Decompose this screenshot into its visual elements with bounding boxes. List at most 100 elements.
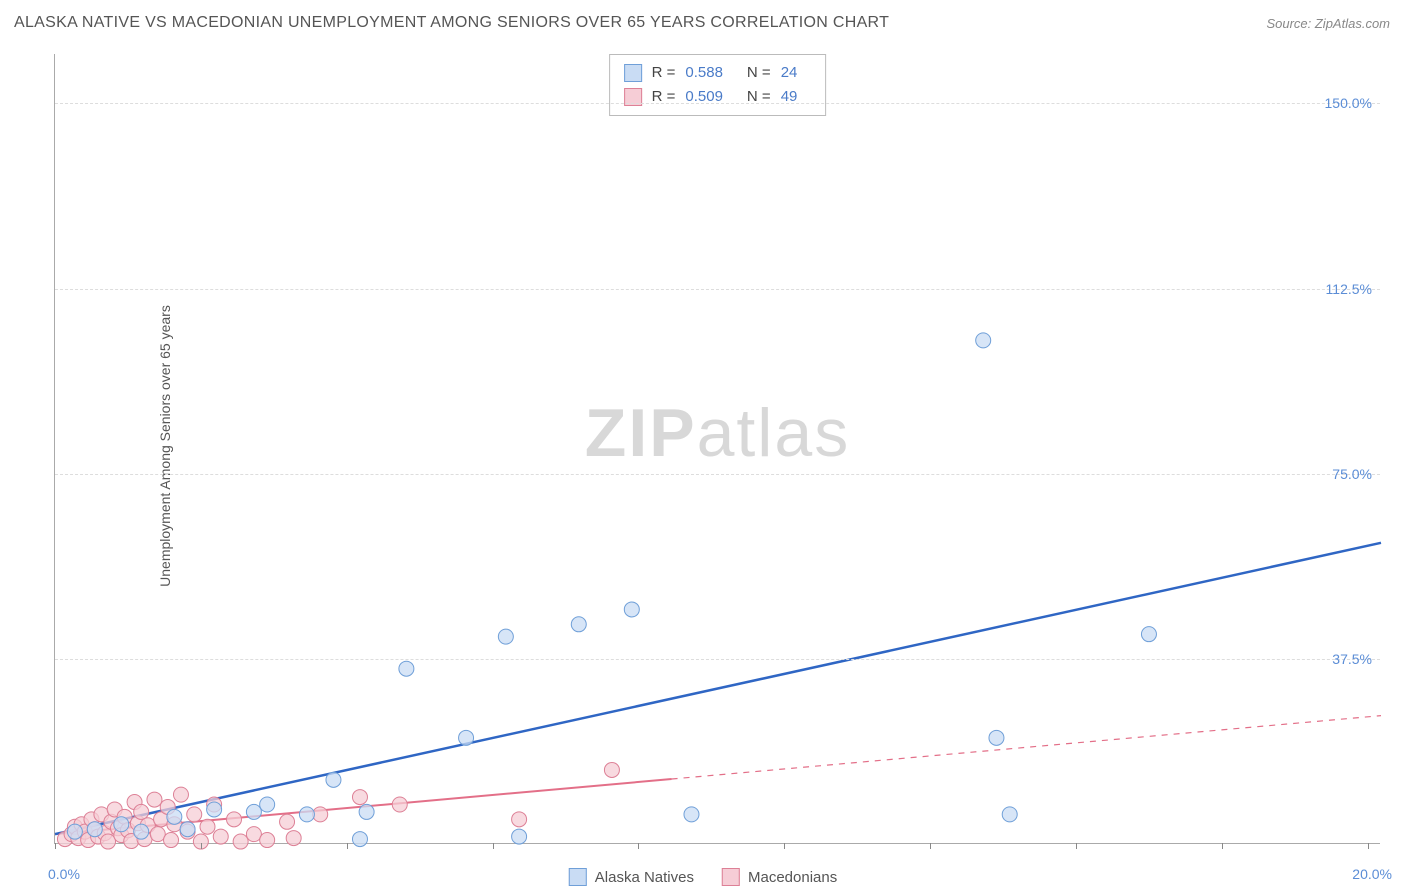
data-point-macedonian <box>227 812 242 827</box>
data-point-alaska <box>1002 807 1017 822</box>
data-point-macedonian <box>352 790 367 805</box>
data-point-macedonian <box>147 792 162 807</box>
data-point-macedonian <box>512 812 527 827</box>
gridline-horizontal <box>55 659 1380 660</box>
n-label: N = <box>747 61 771 85</box>
data-point-macedonian <box>207 797 222 812</box>
series-legend: Alaska Natives Macedonians <box>569 868 837 886</box>
data-point-macedonian <box>167 817 182 832</box>
data-point-macedonian <box>134 804 149 819</box>
chart-lines-layer <box>55 54 1380 843</box>
data-point-alaska <box>167 809 182 824</box>
data-point-macedonian <box>107 802 122 817</box>
data-point-macedonian <box>187 807 202 822</box>
data-point-alaska <box>246 804 261 819</box>
r-label: R = <box>652 61 676 85</box>
plot-area: ZIPatlas R = 0.588 N = 24 R = 0.509 N = … <box>54 54 1380 844</box>
data-point-macedonian <box>81 833 96 848</box>
x-axis-start-label: 0.0% <box>48 866 80 882</box>
data-point-macedonian <box>280 814 295 829</box>
x-tick <box>1222 843 1223 849</box>
gridline-horizontal <box>55 474 1380 475</box>
stats-row-macedonian: R = 0.509 N = 49 <box>624 85 812 109</box>
data-point-alaska <box>67 824 82 839</box>
data-point-macedonian <box>77 824 92 839</box>
data-point-macedonian <box>120 823 135 838</box>
data-point-alaska <box>498 629 513 644</box>
x-tick <box>784 843 785 849</box>
data-point-alaska <box>207 802 222 817</box>
data-point-macedonian <box>137 832 152 847</box>
data-point-macedonian <box>114 828 129 843</box>
data-point-alaska <box>976 333 991 348</box>
gridline-horizontal <box>55 289 1380 290</box>
y-tick-label: 37.5% <box>1332 651 1372 667</box>
data-point-alaska <box>571 617 586 632</box>
data-point-macedonian <box>94 807 109 822</box>
data-point-macedonian <box>71 831 86 846</box>
data-point-macedonian <box>260 833 275 848</box>
y-tick-label: 75.0% <box>1332 466 1372 482</box>
data-point-macedonian <box>140 818 155 833</box>
watermark-zip: ZIP <box>585 395 697 471</box>
data-point-macedonian <box>101 834 116 849</box>
source-attribution: Source: ZipAtlas.com <box>1266 16 1390 31</box>
gridline-horizontal <box>55 103 1380 104</box>
r-label: R = <box>652 85 676 109</box>
data-point-macedonian <box>124 834 139 849</box>
n-value-macedonian: 49 <box>781 85 798 109</box>
data-point-macedonian <box>110 821 125 836</box>
legend-item-alaska: Alaska Natives <box>569 868 694 886</box>
data-point-alaska <box>399 661 414 676</box>
data-point-macedonian <box>64 827 79 842</box>
data-point-macedonian <box>91 829 106 844</box>
x-tick <box>1076 843 1077 849</box>
data-point-macedonian <box>180 824 195 839</box>
data-point-alaska <box>459 730 474 745</box>
data-point-macedonian <box>160 799 175 814</box>
data-point-alaska <box>989 730 1004 745</box>
n-label: N = <box>747 85 771 109</box>
x-tick <box>201 843 202 849</box>
data-point-macedonian <box>84 812 99 827</box>
r-value-alaska: 0.588 <box>685 61 723 85</box>
data-point-macedonian <box>130 816 145 831</box>
data-point-alaska <box>180 822 195 837</box>
data-point-macedonian <box>104 814 119 829</box>
data-point-alaska <box>326 772 341 787</box>
data-point-alaska <box>512 829 527 844</box>
data-point-alaska <box>624 602 639 617</box>
data-point-macedonian <box>233 834 248 849</box>
data-point-macedonian <box>604 762 619 777</box>
trend-line-macedonian <box>55 779 672 834</box>
data-point-alaska <box>1141 627 1156 642</box>
data-point-alaska <box>87 822 102 837</box>
data-point-macedonian <box>173 787 188 802</box>
data-point-macedonian <box>150 827 165 842</box>
data-point-macedonian <box>74 817 89 832</box>
data-point-macedonian <box>286 831 301 846</box>
x-tick <box>1368 843 1369 849</box>
data-point-alaska <box>134 824 149 839</box>
data-point-macedonian <box>164 833 179 848</box>
x-tick <box>347 843 348 849</box>
data-point-macedonian <box>117 809 132 824</box>
data-point-alaska <box>299 807 314 822</box>
data-point-alaska <box>684 807 699 822</box>
swatch-alaska <box>624 64 642 82</box>
correlation-stats-box: R = 0.588 N = 24 R = 0.509 N = 49 <box>609 54 827 116</box>
data-point-macedonian <box>200 819 215 834</box>
y-tick-label: 112.5% <box>1326 281 1372 297</box>
legend-swatch-alaska <box>569 868 587 886</box>
data-point-macedonian <box>213 829 228 844</box>
x-tick <box>638 843 639 849</box>
data-point-macedonian <box>154 812 169 827</box>
data-point-macedonian <box>67 819 82 834</box>
data-point-macedonian <box>127 795 142 810</box>
watermark: ZIPatlas <box>585 394 850 472</box>
legend-label-macedonian: Macedonians <box>748 869 837 886</box>
data-point-macedonian <box>246 827 261 842</box>
data-point-macedonian <box>313 807 328 822</box>
x-tick <box>493 843 494 849</box>
stats-row-alaska: R = 0.588 N = 24 <box>624 61 812 85</box>
